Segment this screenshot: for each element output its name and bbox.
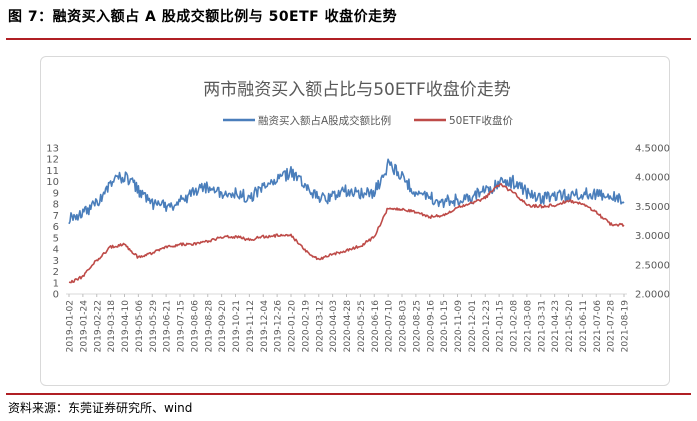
x-tick-label: 2019-09-20 <box>218 300 228 353</box>
x-tick-label: 2019-03-18 <box>107 300 117 353</box>
right-tick-label: 4.5000 <box>635 144 670 155</box>
x-tick-label: 2020-10-15 <box>440 300 450 352</box>
x-tick-label: 2020-02-19 <box>301 300 311 353</box>
x-tick-label: 2020-08-25 <box>412 300 422 352</box>
x-tick-label: 2019-08-06 <box>190 300 200 353</box>
left-tick-label: 1 <box>53 278 59 289</box>
left-tick-label: 3 <box>53 256 59 267</box>
right-tick-label: 2.0000 <box>635 290 670 301</box>
x-tick-label: 2020-01-20 <box>288 300 298 353</box>
x-tick-label: 2021-07-06 <box>593 300 603 353</box>
right-tick-label: 3.0000 <box>635 231 670 242</box>
figure-title: 图 7：融资买入额占 A 股成交额比例与 50ETF 收盘价走势 <box>8 9 398 25</box>
x-tick-label: 2019-10-21 <box>232 300 242 352</box>
left-tick-label: 13 <box>46 144 59 155</box>
x-tick-label: 2020-07-10 <box>385 300 395 353</box>
left-tick-label: 0 <box>53 290 59 301</box>
x-tick-label: 2020-03-12 <box>315 300 325 352</box>
legend-label-etf: 50ETF收盘价 <box>449 114 513 127</box>
left-tick-label: 8 <box>53 200 59 211</box>
x-tick-label: 2019-12-04 <box>260 300 270 353</box>
x-tick-label: 2019-11-12 <box>246 300 256 352</box>
top-divider <box>6 38 691 40</box>
x-tick-label: 2019-07-15 <box>177 300 187 352</box>
x-tick-label: 2021-03-31 <box>537 300 547 352</box>
x-tick-label: 2019-05-29 <box>149 300 159 353</box>
x-tick-label: 2019-12-26 <box>274 300 284 353</box>
x-tick-label: 2021-08-19 <box>621 300 631 353</box>
series-line-etf <box>68 183 625 284</box>
x-tick-label: 2020-12-01 <box>468 300 478 352</box>
x-tick-label: 2020-12-23 <box>482 300 492 352</box>
x-tick-label: 2020-06-16 <box>371 300 381 353</box>
x-tick-label: 2021-02-08 <box>510 300 520 353</box>
x-tick-label: 2020-04-28 <box>343 300 353 353</box>
x-tick-label: 2020-11-09 <box>454 300 464 353</box>
x-tick-label: 2019-05-06 <box>135 300 145 353</box>
left-tick-label: 12 <box>46 155 59 166</box>
legend-label-ratio: 融资买入额占A股成交额比例 <box>258 114 391 127</box>
x-axis: 2019-01-02 2019-01-24 2019-02-22 2019-03-18… <box>66 294 631 352</box>
x-tick-label: 2021-01-15 <box>496 300 506 352</box>
legend: 融资买入额占A股成交额比例 50ETF收盘价 <box>223 114 513 127</box>
x-tick-label: 2020-04-03 <box>329 300 339 352</box>
x-tick-label: 2021-05-20 <box>565 300 575 353</box>
x-tick-label: 2019-01-24 <box>79 300 89 353</box>
left-tick-label: 11 <box>46 166 59 177</box>
x-tick-label: 2019-08-28 <box>204 300 214 353</box>
source-note: 资料来源：东莞证券研究所、wind <box>8 401 193 415</box>
x-tick-label: 2019-01-02 <box>66 300 76 352</box>
x-tick-label: 2020-09-16 <box>426 300 436 353</box>
x-tick-label: 2020-05-25 <box>357 300 367 352</box>
left-tick-label: 9 <box>53 188 59 199</box>
bottom-divider <box>6 393 691 395</box>
right-tick-label: 4.0000 <box>635 173 670 184</box>
left-tick-label: 10 <box>46 177 59 188</box>
left-tick-label: 7 <box>53 211 59 222</box>
series-lines <box>68 158 625 284</box>
chart-title: 两市融资买入额占比与50ETF收盘价走势 <box>203 80 511 100</box>
series-line-ratio <box>68 158 625 225</box>
left-tick-label: 5 <box>53 233 59 244</box>
left-tick-label: 4 <box>53 245 59 256</box>
x-tick-label: 2019-04-10 <box>121 300 131 353</box>
chart-frame <box>40 56 670 386</box>
x-tick-label: 2021-04-23 <box>551 300 561 352</box>
left-tick-label: 6 <box>53 222 59 233</box>
left-tick-label: 2 <box>53 267 59 278</box>
x-tick-label: 2019-02-22 <box>93 300 103 352</box>
x-tick-label: 2021-06-11 <box>579 300 589 352</box>
right-tick-label: 3.5000 <box>635 202 670 213</box>
right-axis: 2.0000 2.5000 3.0000 3.5000 4.0000 4.5000 <box>635 144 670 301</box>
x-tick-label: 2021-07-28 <box>607 300 617 353</box>
x-tick-label: 2019-06-21 <box>163 300 173 352</box>
x-tick-label: 2020-08-03 <box>399 300 409 352</box>
x-tick-label: 2021-03-08 <box>523 300 533 353</box>
right-tick-label: 2.5000 <box>635 260 670 271</box>
